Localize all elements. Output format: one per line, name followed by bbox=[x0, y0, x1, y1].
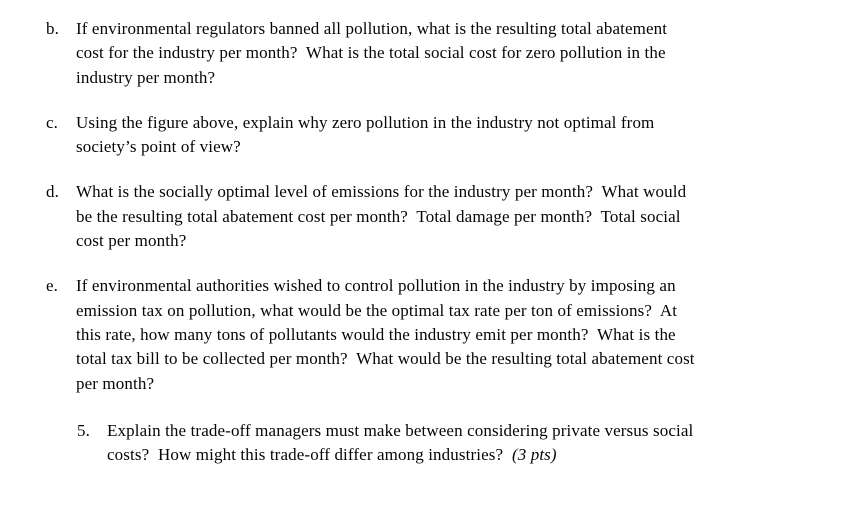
question-item-e: e. If environmental authorities wished t… bbox=[46, 274, 848, 395]
question-item-c: c. Using the figure above, explain why z… bbox=[46, 111, 848, 160]
list-marker-d: d. bbox=[46, 182, 59, 202]
points-note: (3 pts) bbox=[511, 445, 557, 465]
text-line: industry per month? bbox=[76, 67, 216, 87]
question-item-b: b. If environmental regulators banned al… bbox=[46, 17, 848, 90]
text-line: cost per month? bbox=[76, 231, 187, 251]
text-line: costs? How might this trade-off differ a… bbox=[107, 443, 848, 467]
text-line: If environmental authorities wished to c… bbox=[76, 276, 676, 296]
text-line: Using the figure above, explain why zero… bbox=[76, 112, 655, 132]
text-line: per month? bbox=[76, 373, 155, 393]
list-marker-b: b. bbox=[46, 19, 59, 38]
question-d-text: What is the socially optimal level of em… bbox=[76, 180, 848, 253]
text-line: be the resulting total abatement cost pe… bbox=[76, 206, 681, 226]
question-item-5: 5. Explain the trade-off managers must m… bbox=[77, 419, 848, 468]
question-b-text: If environmental regulators banned all p… bbox=[76, 17, 848, 90]
text-line: If environmental regulators banned all p… bbox=[76, 19, 668, 38]
list-marker-e: e. bbox=[46, 276, 59, 296]
question-c-text: Using the figure above, explain why zero… bbox=[76, 111, 848, 160]
question-5-text: Explain the trade-off managers must make… bbox=[107, 419, 848, 468]
text-line: Explain the trade-off managers must make… bbox=[107, 420, 694, 440]
question-item-d: d. What is the socially optimal level of… bbox=[46, 180, 848, 253]
text-line: society’s point of view? bbox=[76, 137, 241, 157]
question-e-text: If environmental authorities wished to c… bbox=[76, 274, 848, 395]
text-line: emission tax on pollution, what would be… bbox=[76, 300, 678, 320]
text-line: What is the socially optimal level of em… bbox=[76, 182, 687, 202]
text-line: total tax bill to be collected per month… bbox=[76, 349, 695, 369]
text-line: cost for the industry per month? What is… bbox=[76, 43, 666, 63]
list-marker-5: 5. bbox=[77, 420, 90, 440]
text-line-segment: costs? How might this trade-off differ a… bbox=[107, 445, 512, 465]
list-marker-c: c. bbox=[46, 112, 59, 132]
text-line: this rate, how many tons of pollutants w… bbox=[76, 324, 676, 344]
